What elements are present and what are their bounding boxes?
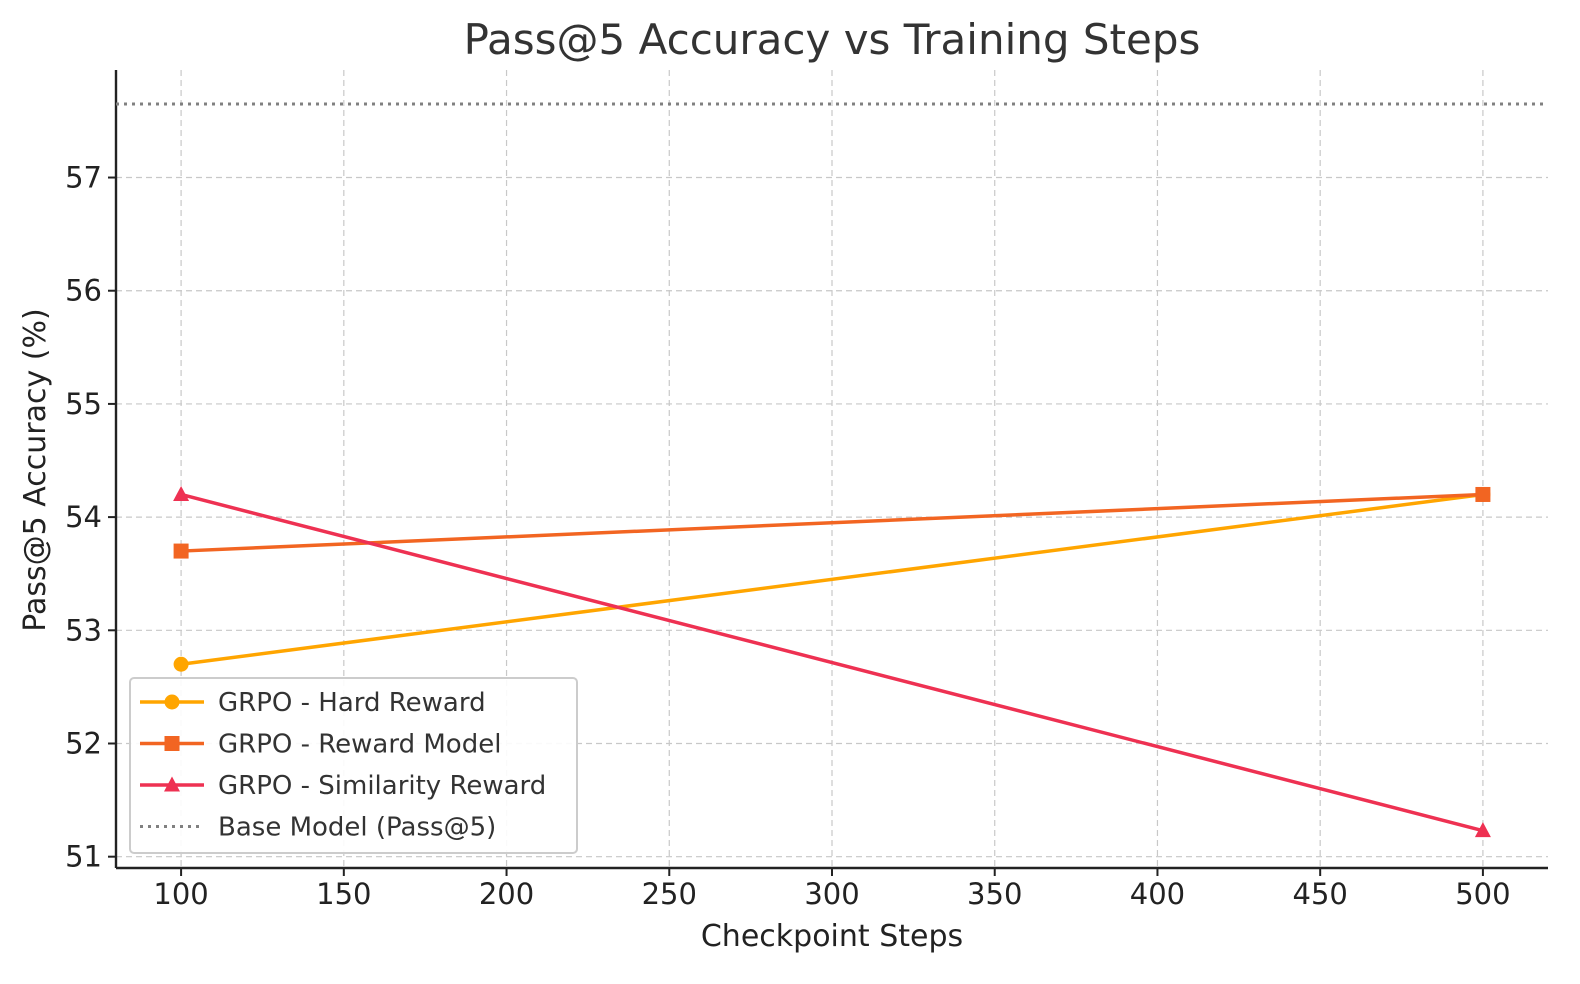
legend: GRPO - Hard Reward GRPO - Reward Model GRP… — [129, 677, 578, 854]
x-tick-label-100: 100 — [153, 877, 208, 911]
series-line-2 — [180, 492, 1484, 833]
x-tick-label-250: 250 — [642, 877, 697, 911]
data-point-2-0 — [173, 485, 190, 501]
data-point-1-1 — [1475, 486, 1491, 502]
x-axis-label: Checkpoint Steps — [701, 919, 963, 954]
data-point-2-1 — [1474, 822, 1491, 838]
y-tick-label-54: 54 — [65, 500, 102, 534]
y-tick-label-56: 56 — [65, 274, 102, 308]
series-layer — [116, 102, 1548, 838]
x-tick-label-300: 300 — [804, 877, 859, 911]
legend-label-1: GRPO - Reward Model — [218, 730, 501, 760]
y-tick-label-57: 57 — [65, 161, 102, 195]
legend-box — [129, 677, 578, 854]
y-tick-label-53: 53 — [65, 613, 102, 647]
legend-marker-1 — [164, 736, 180, 751]
series-line-1 — [181, 492, 1483, 553]
legend-label-3: Base Model (Pass@5) — [218, 813, 496, 843]
x-tick-label-200: 200 — [479, 877, 534, 911]
data-point-0-0 — [173, 656, 189, 672]
y-axis-label: Pass@5 Accuracy (%) — [18, 308, 53, 631]
series-line-0 — [180, 492, 1484, 666]
x-tick-label-150: 150 — [316, 877, 371, 911]
legend-marker-0 — [164, 694, 180, 710]
x-tick-label-350: 350 — [967, 877, 1022, 911]
legend-label-0: GRPO - Hard Reward — [218, 688, 486, 718]
y-tick-label-52: 52 — [65, 726, 102, 760]
x-tick-label-400: 400 — [1130, 877, 1185, 911]
y-tick-label-55: 55 — [65, 387, 102, 421]
x-tick-label-500: 500 — [1455, 877, 1510, 911]
data-point-1-0 — [173, 543, 189, 559]
y-tick-label-51: 51 — [65, 840, 102, 874]
x-tick-label-450: 450 — [1293, 877, 1348, 911]
legend-marker-2 — [164, 776, 180, 792]
axes: 100 150 200 250 300 350 400 450 500 51 52 53 54 55 56 5… — [65, 70, 1548, 911]
chart-title: Pass@5 Accuracy vs Training Steps — [464, 15, 1201, 64]
legend-label-2: GRPO - Similarity Reward — [218, 771, 546, 801]
